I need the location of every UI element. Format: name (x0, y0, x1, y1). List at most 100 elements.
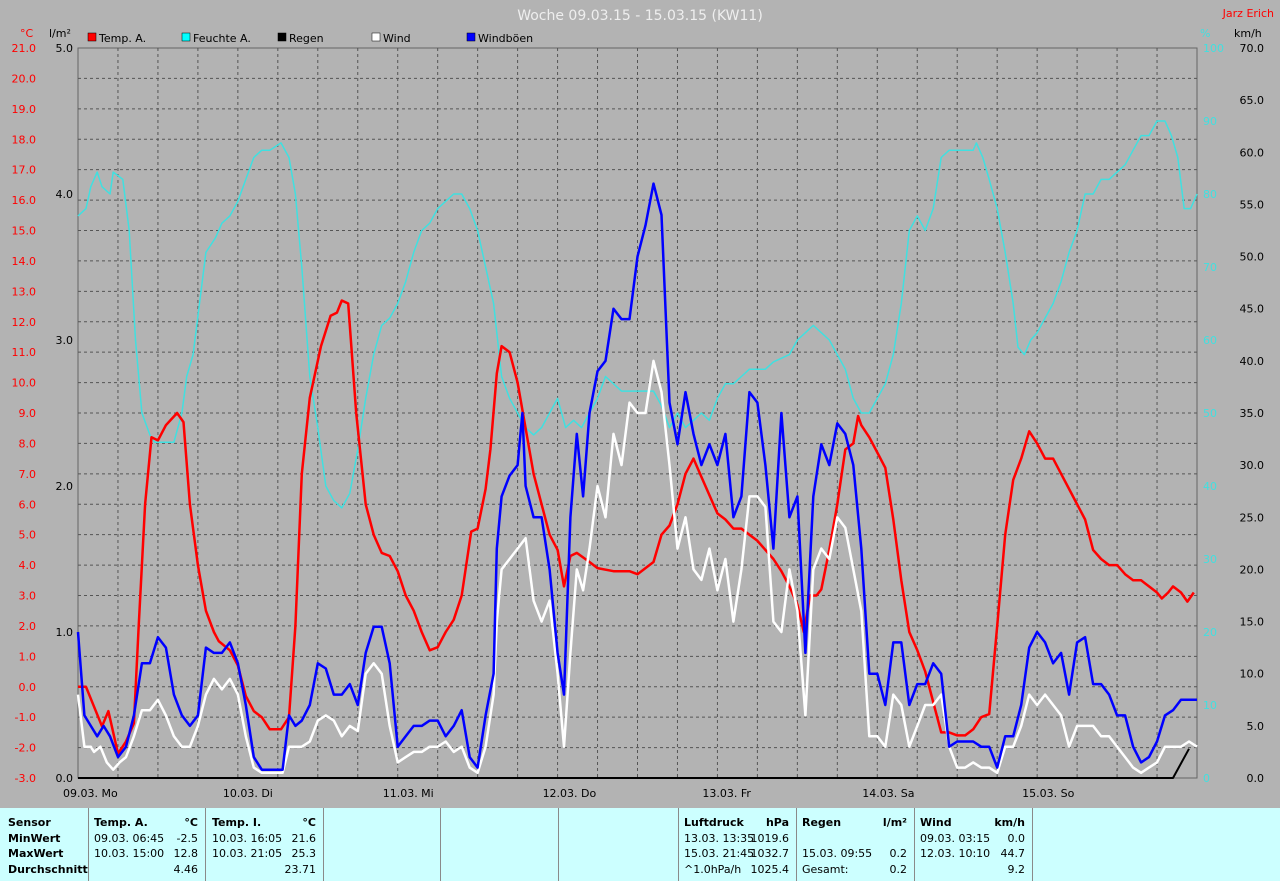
humidity-unit-label: % (1200, 27, 1210, 40)
legend-label: Feuchte A. (193, 32, 251, 45)
rain-max-value: 0.2 (889, 847, 908, 860)
temp-i-values: °C 21.6 25.3 23.71 (268, 815, 317, 877)
series-line-temp-a- (78, 299, 1195, 755)
temp-tick-label: 13.0 (12, 285, 37, 298)
wind-header: Wind (920, 816, 952, 829)
wind-avg-value: 9.2 (1007, 862, 1026, 876)
wind-unit-label: km/h (1234, 27, 1262, 40)
temp-tick-label: 14.0 (12, 255, 37, 268)
humidity-tick-label: 10 (1203, 699, 1217, 712)
series-line-wind (76, 359, 1198, 775)
pressure-unit: hPa (765, 816, 789, 829)
temp-i-max-time: 10.03. 21:05 (212, 847, 283, 860)
wind-tick-label: 10.0 (1240, 668, 1265, 681)
wind-max-time: 12.03. 10:10 (920, 847, 991, 860)
temp-tick-label: 8.0 (19, 437, 37, 450)
temp-i-times: Temp. I. 10.03. 16:05 10.03. 21:05 (212, 815, 282, 877)
pressure-avg-value: 1025.4 (750, 862, 790, 876)
temp-tick-label: 5.0 (19, 529, 37, 542)
series-line-windböen (76, 182, 1197, 771)
row-label-min: MinWert (8, 831, 61, 845)
rain-times: Regen 15.03. 09:55 Gesamt: (802, 815, 872, 877)
wind-times: Wind 09.03. 03:15 12.03. 10:10 (920, 815, 990, 877)
humidity-tick-label: 40 (1203, 480, 1217, 493)
temp-tick-label: 9.0 (19, 407, 37, 420)
rain-values: l/m² 0.2 0.2 (858, 815, 907, 877)
series-line-feuchte-a- (77, 120, 1198, 509)
pressure-header: Luftdruck (684, 816, 744, 829)
legend-label: Regen (289, 32, 324, 45)
statistics-table: Sensor MinWert MaxWert Durchschnitt Temp… (0, 808, 1280, 881)
humidity-tick-label: 80 (1203, 188, 1217, 201)
wind-tick-label: 25.0 (1240, 511, 1265, 524)
legend-swatch (181, 32, 191, 42)
rain-tick-label: 0.0 (56, 772, 74, 785)
rain-tick-label: 5.0 (56, 42, 74, 55)
temp-tick-label: 1.0 (19, 650, 37, 663)
temp-tick-label: -1.0 (15, 711, 36, 724)
wind-tick-label: 45.0 (1240, 303, 1265, 316)
temp-tick-label: 7.0 (19, 468, 37, 481)
temp-tick-label: 12.0 (12, 316, 37, 329)
temp-i-avg-value: 23.71 (284, 862, 317, 876)
temp-i-max-value: 25.3 (291, 847, 317, 860)
day-tick-label: 12.03. Do (543, 787, 597, 800)
rain-total-label: Gesamt: (802, 862, 849, 876)
temp-tick-label: 21.0 (12, 42, 37, 55)
legend-label: Windböen (478, 32, 533, 45)
temp-a-times: Temp. A. 09.03. 06:45 10.03. 15:00 (94, 815, 164, 877)
legend-label: Wind (383, 32, 411, 45)
chart-series (76, 120, 1198, 779)
wind-min-time: 09.03. 03:15 (920, 831, 991, 845)
rain-unit-label: l/m² (49, 27, 71, 40)
humidity-tick-label: 30 (1203, 553, 1217, 566)
humidity-tick-label: 70 (1203, 261, 1217, 274)
temp-tick-label: 11.0 (12, 346, 37, 359)
temp-tick-label: 19.0 (12, 103, 37, 116)
temp-tick-label: -3.0 (15, 772, 36, 785)
rain-tick-label: 4.0 (56, 188, 74, 201)
wind-tick-label: 5.0 (1247, 720, 1265, 733)
temp-i-unit: °C (302, 816, 316, 829)
day-tick-label: 15.03. So (1022, 787, 1074, 800)
pressure-min-time: 13.03. 13:35 (684, 831, 755, 845)
humidity-tick-label: 20 (1203, 626, 1217, 639)
day-tick-label: 11.03. Mi (383, 787, 434, 800)
legend-swatch (277, 32, 287, 42)
wind-unit: km/h (994, 816, 1025, 829)
rain-tick-label: 3.0 (56, 334, 74, 347)
wind-tick-label: 0.0 (1247, 772, 1265, 785)
legend-swatch (87, 32, 97, 42)
legend-swatch (466, 32, 476, 42)
humidity-tick-label: 60 (1203, 334, 1217, 347)
rain-unit: l/m² (882, 816, 907, 829)
day-tick-label: 10.03. Di (223, 787, 273, 800)
temp-tick-label: 15.0 (12, 225, 37, 238)
temp-tick-label: 16.0 (12, 194, 37, 207)
temp-a-unit: °C (184, 816, 198, 829)
temp-a-max-time: 10.03. 15:00 (94, 847, 165, 860)
temp-tick-label: 2.0 (19, 620, 37, 633)
temp-i-header: Temp. I. (212, 816, 262, 829)
wind-tick-label: 55.0 (1240, 198, 1265, 211)
temp-a-min-time: 09.03. 06:45 (94, 831, 165, 845)
series-line-regen (78, 748, 1190, 779)
humidity-tick-label: 100 (1203, 42, 1224, 55)
temp-tick-label: 6.0 (19, 498, 37, 511)
temp-tick-label: 4.0 (19, 559, 37, 572)
chart-title: Woche 09.03.15 - 15.03.15 (KW11) (517, 8, 763, 24)
temp-i-min-value: 21.6 (291, 831, 317, 845)
row-label-avg: Durchschnitt (8, 862, 88, 876)
rain-tick-label: 1.0 (56, 626, 74, 639)
humidity-tick-label: 50 (1203, 407, 1217, 420)
row-label-max: MaxWert (8, 847, 64, 860)
day-tick-label: 14.03. Sa (862, 787, 914, 800)
temp-unit-label: °C (20, 27, 34, 40)
rain-header: Regen (802, 816, 842, 829)
wind-tick-label: 60.0 (1240, 146, 1265, 159)
wind-tick-label: 40.0 (1240, 355, 1265, 368)
humidity-tick-label: 90 (1203, 115, 1217, 128)
rain-total-value: 0.2 (889, 862, 908, 876)
wind-tick-label: 50.0 (1240, 251, 1265, 264)
weather-chart: -3.0 -2.0 -1.0 0.0 1.0 2.0 3.0 4.0 5.0 6.0 7.0 8.0 9… (12, 7, 1275, 800)
